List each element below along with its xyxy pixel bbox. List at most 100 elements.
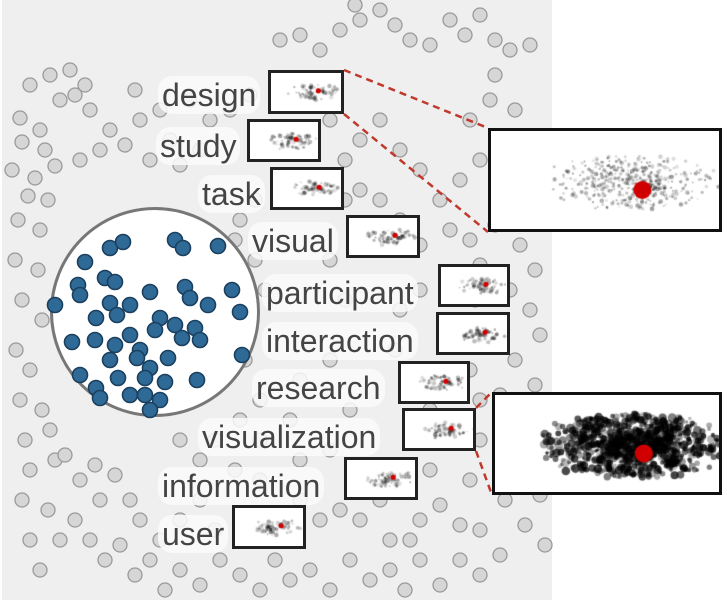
grey-data-point	[487, 32, 503, 48]
grey-data-point	[412, 552, 428, 568]
grey-data-point	[107, 467, 123, 483]
term-label-task[interactable]: task	[198, 175, 265, 213]
selected-data-point[interactable]	[101, 294, 119, 312]
selected-data-point[interactable]	[209, 237, 227, 255]
selected-data-point[interactable]	[108, 306, 126, 324]
grey-data-point	[402, 532, 418, 548]
selected-data-point[interactable]	[87, 309, 105, 327]
selected-data-point[interactable]	[166, 316, 184, 334]
selected-data-point[interactable]	[188, 371, 206, 389]
selected-data-point[interactable]	[136, 386, 154, 404]
grey-data-point	[172, 432, 188, 448]
grey-data-point	[387, 17, 403, 33]
term-label-information[interactable]: information	[158, 467, 325, 505]
grey-data-point	[462, 232, 478, 248]
selected-data-point[interactable]	[106, 273, 124, 291]
term-label-research[interactable]: research	[252, 369, 385, 407]
grey-data-point	[4, 162, 20, 178]
selected-data-point[interactable]	[174, 239, 192, 257]
term-label-interaction[interactable]: interaction	[262, 322, 418, 360]
selected-data-point[interactable]	[63, 333, 81, 351]
selected-data-point[interactable]	[106, 336, 124, 354]
term-thumbnail-design[interactable]	[268, 70, 344, 114]
selected-data-point[interactable]	[109, 369, 127, 387]
grey-data-point	[10, 212, 26, 228]
selected-data-point[interactable]	[151, 391, 169, 409]
grey-data-point	[502, 42, 518, 58]
selected-data-point[interactable]	[233, 346, 251, 364]
selected-data-point[interactable]	[121, 296, 139, 314]
zoom-panel-visualization	[492, 392, 722, 495]
term-thumbnail-user[interactable]	[232, 505, 306, 549]
grey-data-point	[52, 92, 68, 108]
grey-data-point	[112, 537, 128, 553]
grey-data-point	[172, 562, 188, 578]
grey-data-point	[22, 462, 38, 478]
selected-data-point[interactable]	[114, 233, 132, 251]
term-label-study[interactable]: study	[156, 127, 241, 165]
selected-data-point[interactable]	[121, 386, 139, 404]
selected-data-point[interactable]	[181, 289, 199, 307]
grey-data-point	[512, 237, 528, 253]
grey-data-point	[382, 532, 398, 548]
term-thumbnail-visual[interactable]	[346, 215, 420, 258]
grey-data-point	[432, 497, 448, 513]
selected-data-point[interactable]	[121, 326, 139, 344]
selected-data-point[interactable]	[231, 303, 249, 321]
grey-data-point	[532, 327, 548, 343]
grey-data-point	[312, 42, 328, 58]
term-thumbnail-task[interactable]	[270, 167, 344, 210]
grey-data-point	[372, 2, 388, 18]
selected-data-point[interactable]	[86, 331, 104, 349]
selected-data-point[interactable]	[173, 329, 191, 347]
grey-data-point	[87, 457, 103, 473]
selected-data-point[interactable]	[141, 283, 159, 301]
grey-data-point	[492, 547, 508, 563]
selected-data-point[interactable]	[71, 366, 89, 384]
selected-data-point[interactable]	[101, 351, 119, 369]
grey-data-point	[472, 567, 488, 583]
term-label-visualization[interactable]: visualization	[198, 418, 381, 456]
selected-data-point[interactable]	[91, 389, 109, 407]
grey-data-point	[97, 552, 113, 568]
grey-data-point	[122, 492, 138, 508]
grey-data-point	[34, 402, 50, 418]
term-label-design[interactable]: design	[158, 76, 261, 114]
selected-data-point[interactable]	[76, 253, 94, 271]
grey-data-point	[157, 582, 173, 598]
selected-data-point[interactable]	[71, 286, 89, 304]
grey-data-point	[352, 512, 368, 528]
zoom-panel-design	[488, 128, 722, 232]
selected-data-point[interactable]	[146, 321, 164, 339]
selected-data-point[interactable]	[141, 401, 159, 419]
grey-data-point	[422, 462, 438, 478]
term-thumbnail-interaction[interactable]	[436, 312, 510, 355]
grey-data-point	[40, 502, 56, 518]
selected-data-point[interactable]	[46, 296, 64, 314]
grey-data-point	[232, 212, 248, 228]
selected-data-point[interactable]	[159, 349, 177, 367]
grey-data-point	[37, 142, 53, 158]
selected-data-point[interactable]	[136, 369, 154, 387]
selected-data-point[interactable]	[199, 296, 217, 314]
selected-data-point[interactable]	[223, 281, 241, 299]
term-thumbnail-participant[interactable]	[438, 264, 510, 307]
grey-data-point	[302, 562, 318, 578]
grey-data-point	[142, 152, 158, 168]
term-thumbnail-research[interactable]	[398, 361, 470, 404]
grey-data-point	[527, 262, 543, 278]
term-thumbnail-visualization[interactable]	[402, 408, 476, 451]
selected-data-point[interactable]	[128, 349, 146, 367]
term-label-visual[interactable]: visual	[248, 222, 338, 260]
term-label-user[interactable]: user	[158, 515, 229, 553]
grey-data-point	[362, 572, 378, 588]
term-thumbnail-study[interactable]	[247, 119, 321, 162]
selected-data-point[interactable]	[156, 373, 174, 391]
term-thumbnail-information[interactable]	[344, 457, 418, 500]
grey-data-point	[347, 0, 363, 13]
grey-data-point	[30, 262, 46, 278]
selected-data-point[interactable]	[191, 331, 209, 349]
grey-data-point	[127, 82, 143, 98]
term-label-participant[interactable]: participant	[262, 274, 418, 312]
